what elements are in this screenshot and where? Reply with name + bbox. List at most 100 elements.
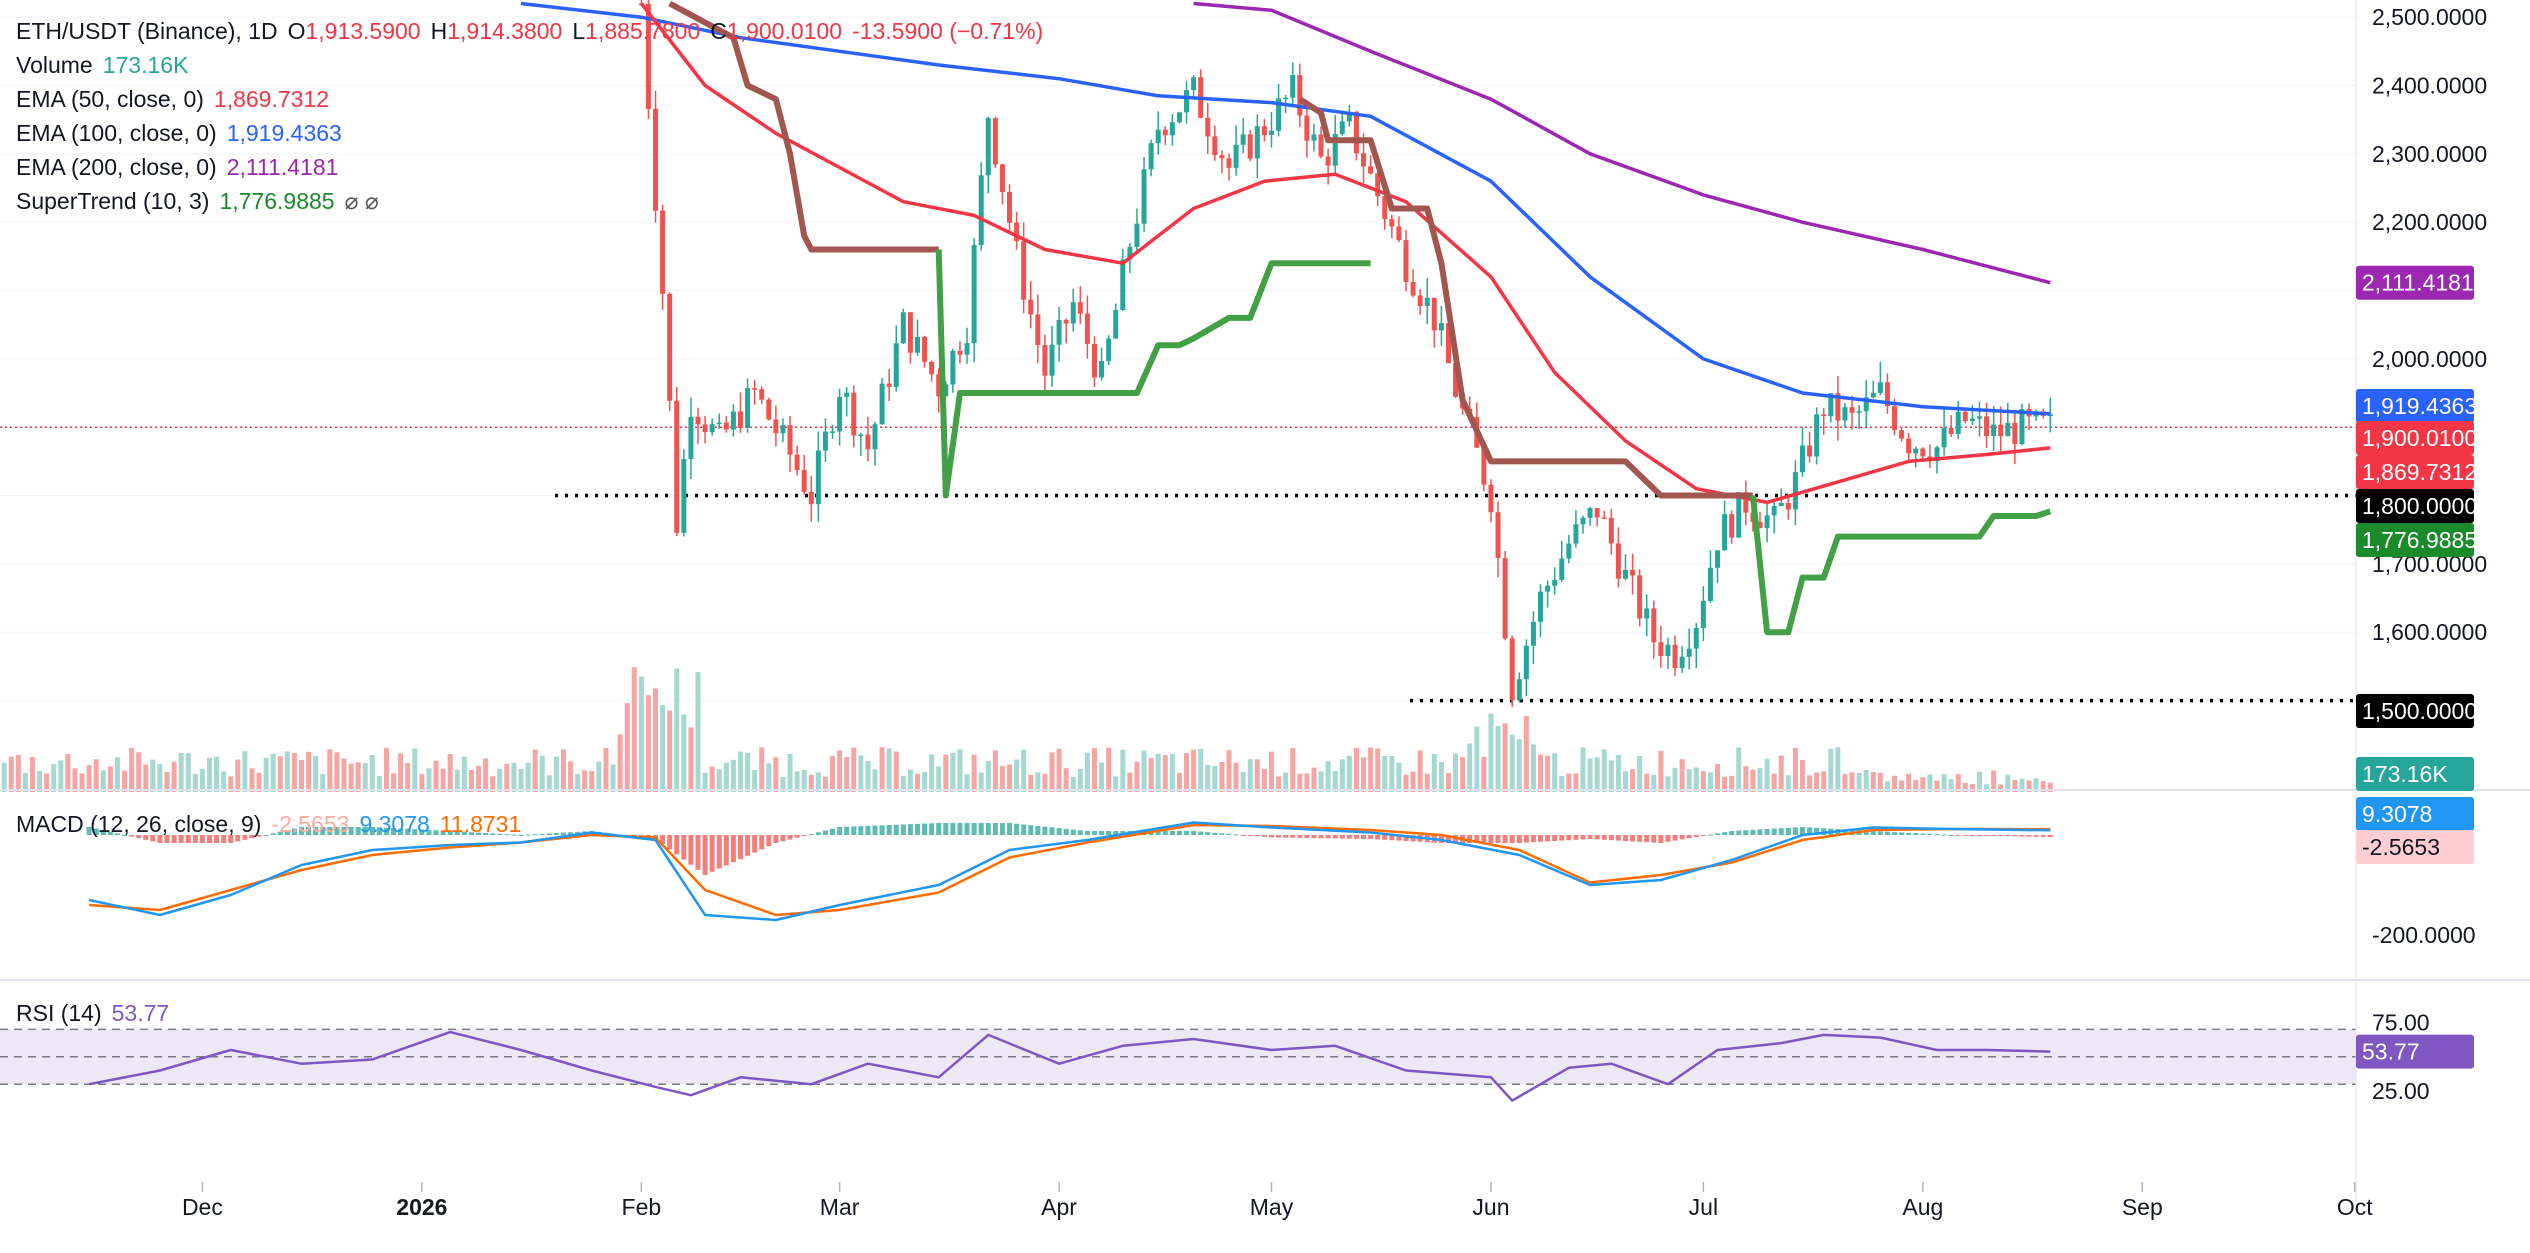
volume-bar (1063, 768, 1069, 792)
volume-bar (369, 754, 375, 792)
legend-ema200[interactable]: EMA (200, close, 0) 2,111.4181 (16, 150, 1053, 184)
macd-hist-bar (1028, 825, 1034, 835)
macd-hist-bar (936, 823, 942, 835)
volume-bar (1495, 726, 1501, 792)
volume-bar (1205, 764, 1211, 792)
volume-bar (398, 753, 404, 792)
volume-bar (1297, 773, 1303, 792)
macd-hist-bar (1502, 835, 1508, 843)
macd-hist-bar (1906, 832, 1912, 835)
legend-ema100[interactable]: EMA (100, close, 0) 1,919.4363 (16, 116, 1053, 150)
volume-bar (667, 710, 673, 792)
volume-bar (603, 748, 609, 792)
candle-body (1955, 411, 1961, 434)
volume-bar (610, 764, 616, 792)
macd-hist-bar (992, 823, 998, 835)
candle-body (1856, 411, 1862, 413)
macd-hist-bar (1325, 835, 1331, 839)
volume-bar (539, 755, 545, 792)
volume-bar (1339, 759, 1345, 792)
price-tag-bg (2356, 265, 2474, 300)
candle-body (1545, 585, 1551, 592)
volume-bar (943, 754, 949, 792)
change-value: -13.5900 (−0.71%) (852, 18, 1044, 44)
price-axis[interactable]: 2,500.0000 2,400.0000 2,300.0000 2,200.0000… (2372, 4, 2487, 1104)
volume-bar (206, 757, 212, 792)
macd-hist-bar (355, 827, 361, 835)
volume-bar (2012, 779, 2018, 792)
candle-body (1049, 344, 1055, 376)
macd-hist-bar (674, 835, 680, 855)
legend-volume[interactable]: Volume 173.16K (16, 48, 1053, 82)
macd-hist-bar (879, 825, 885, 835)
candle-body (1764, 515, 1770, 528)
candle-body (950, 350, 956, 385)
macd-hist-bar (1481, 835, 1487, 843)
volume-bar (1523, 716, 1529, 792)
candle-body (992, 118, 998, 165)
macd-hist-tag: -2.5653 (2356, 830, 2474, 864)
volume-bar (1361, 757, 1367, 792)
legend-supertrend[interactable]: SuperTrend (10, 3) 1,776.9885 ⌀ ⌀ (16, 184, 1053, 218)
volume-bar (22, 772, 28, 792)
candle-body (1516, 679, 1522, 701)
time-tick-label: May (1250, 1194, 1294, 1220)
macd-hist-bar (1353, 835, 1359, 839)
time-axis[interactable]: Dec 2026 Feb Mar Apr May Jun Jul Aug Sep Oct (182, 1182, 2373, 1220)
volume-bar (185, 753, 191, 792)
macd-hist-bar (483, 833, 489, 835)
macd-hist-bar (341, 827, 347, 835)
candle-body (1658, 642, 1664, 657)
legend-macd[interactable]: MACD (12, 26, close, 9) -2.5653 9.3078 11.8… (16, 811, 531, 838)
volume-bar (1474, 726, 1480, 792)
volume-bar (1913, 779, 1919, 792)
macd-hist-bar (1240, 835, 1246, 836)
rsi-tag: 53.77 (2356, 1034, 2474, 1069)
macd-hist-bar (787, 835, 793, 840)
visibility-toggle-icon[interactable]: ⌀ ⌀ (344, 188, 379, 214)
volume-bar (1403, 774, 1409, 792)
volume-bar (1, 762, 7, 792)
macd-hist-bar (695, 835, 701, 870)
volume-bar (1106, 747, 1112, 792)
macd-hist-bar (1913, 833, 1919, 835)
candle-body (660, 210, 666, 294)
volume-bar (1665, 776, 1671, 792)
candle-body (1254, 126, 1260, 159)
volume-bar (1368, 747, 1374, 792)
macd-hist-bar (716, 835, 722, 869)
volume-bar (29, 756, 35, 792)
volume-bar (645, 695, 651, 792)
rsi-band (0, 1028, 2356, 1085)
time-tick-label: Dec (182, 1194, 223, 1220)
candle-body (1523, 645, 1529, 680)
volume-bar (929, 754, 935, 792)
macd-hist-bar (1842, 829, 1848, 835)
candle-body (1892, 406, 1898, 431)
macd-hist-bar (1403, 835, 1409, 841)
candle-body (886, 383, 892, 387)
candle-body (1127, 246, 1133, 260)
candle-body (1991, 424, 1997, 437)
candle-body (1410, 281, 1416, 296)
volume-bar (1396, 762, 1402, 792)
volume-bar (560, 749, 566, 792)
price-tick-label: 2,500.0000 (2372, 4, 2487, 30)
price-tag-bg (2356, 489, 2474, 523)
legend-rsi[interactable]: RSI (14) 53.77 (16, 1000, 179, 1027)
candle-body (1920, 448, 1926, 457)
macd-hist-bar (886, 825, 892, 835)
macd-hist-bar (122, 835, 128, 836)
legend-ema50[interactable]: EMA (50, close, 0) 1,869.7312 (16, 82, 1053, 116)
candle-body (1998, 424, 2004, 437)
volume-bar (1127, 772, 1133, 792)
macd-hist-bar (568, 832, 574, 835)
volume-bar (164, 771, 170, 792)
macd-hist-bar (1063, 828, 1069, 835)
candle-body (1014, 222, 1020, 242)
candle-body (1113, 309, 1119, 339)
volume-bar (2005, 774, 2011, 792)
macd-hist-bar (837, 827, 843, 835)
candle-body (1976, 416, 1982, 419)
